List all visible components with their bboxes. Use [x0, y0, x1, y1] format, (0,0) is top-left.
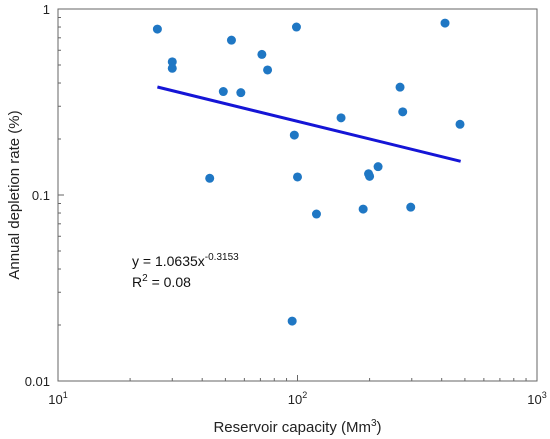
- y-tick-label: 0.01: [25, 374, 50, 389]
- r-squared-annotation: R2 = 0.08: [132, 273, 191, 290]
- y-tick-label: 1: [43, 2, 50, 17]
- data-point: [257, 49, 267, 59]
- r-squared-r: R: [132, 274, 142, 290]
- data-point: [398, 107, 408, 117]
- data-point: [373, 162, 383, 172]
- x-axis-title-end: ): [377, 419, 382, 436]
- data-point: [236, 88, 246, 98]
- data-point: [365, 171, 375, 181]
- data-point: [311, 209, 321, 219]
- x-axis-title: Reservoir capacity (Mm3): [213, 418, 381, 436]
- equation-annotation: y = 1.0635x-0.3153: [132, 252, 239, 269]
- data-point: [218, 87, 228, 97]
- x-axis-title-sup: 3: [371, 418, 377, 429]
- y-axis-title: Annual depletion rate (%): [6, 110, 23, 279]
- x-tick-label: 101: [48, 390, 67, 407]
- data-point: [293, 172, 302, 182]
- data-point: [263, 65, 273, 75]
- data-point: [205, 173, 215, 183]
- data-point: [152, 24, 162, 34]
- data-point: [455, 119, 465, 129]
- r-squared-value: = 0.08: [148, 274, 191, 290]
- data-point: [406, 202, 416, 212]
- equation-exponent: -0.3153: [205, 252, 239, 263]
- x-axis-title-main: Reservoir capacity (Mm: [213, 419, 371, 436]
- trendline-group: [157, 85, 462, 163]
- data-points: [152, 18, 465, 326]
- data-point: [440, 18, 450, 28]
- plot-area: [57, 8, 538, 382]
- data-point: [289, 130, 299, 140]
- axis-ticks: 101 102 103 1 0.1 0.01: [25, 2, 547, 407]
- data-point: [358, 204, 368, 214]
- data-point: [226, 35, 236, 45]
- equation-main: y = 1.0635x: [132, 253, 205, 269]
- data-point: [287, 316, 297, 326]
- trendline: [157, 85, 462, 163]
- x-tick-label: 102: [288, 390, 307, 407]
- y-tick-label: 0.1: [32, 188, 50, 203]
- data-point: [336, 113, 346, 123]
- r-squared-sup: 2: [142, 273, 148, 284]
- x-tick-label: 103: [527, 390, 546, 407]
- data-point: [291, 22, 301, 32]
- data-point: [167, 63, 177, 73]
- data-point: [395, 82, 405, 92]
- data-point: [167, 57, 177, 67]
